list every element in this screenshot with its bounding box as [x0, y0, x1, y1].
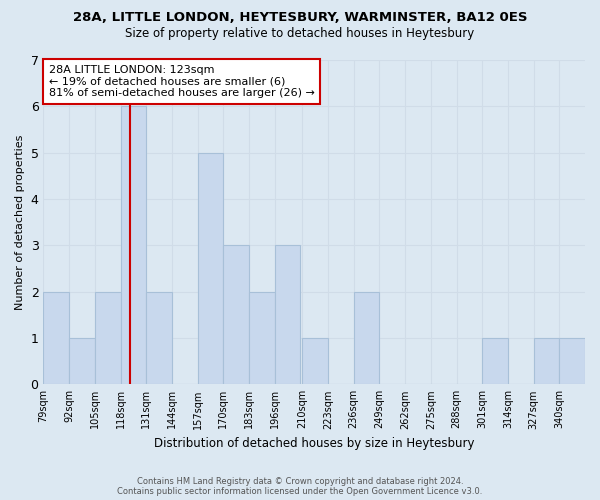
Bar — [302, 338, 328, 384]
Text: 28A LITTLE LONDON: 123sqm
← 19% of detached houses are smaller (6)
81% of semi-d: 28A LITTLE LONDON: 123sqm ← 19% of detac… — [49, 65, 315, 98]
Y-axis label: Number of detached properties: Number of detached properties — [15, 134, 25, 310]
Text: Size of property relative to detached houses in Heytesbury: Size of property relative to detached ho… — [125, 28, 475, 40]
Bar — [249, 292, 275, 384]
Bar — [95, 292, 121, 384]
Bar — [482, 338, 508, 384]
Bar — [121, 106, 146, 384]
Bar — [69, 338, 95, 384]
Text: Contains HM Land Registry data © Crown copyright and database right 2024.
Contai: Contains HM Land Registry data © Crown c… — [118, 476, 482, 496]
Bar — [146, 292, 172, 384]
Bar — [43, 292, 69, 384]
Bar — [197, 152, 223, 384]
Bar — [559, 338, 585, 384]
Bar — [275, 246, 301, 384]
Bar — [354, 292, 379, 384]
Text: 28A, LITTLE LONDON, HEYTESBURY, WARMINSTER, BA12 0ES: 28A, LITTLE LONDON, HEYTESBURY, WARMINST… — [73, 11, 527, 24]
X-axis label: Distribution of detached houses by size in Heytesbury: Distribution of detached houses by size … — [154, 437, 475, 450]
Bar — [223, 246, 249, 384]
Bar — [533, 338, 559, 384]
